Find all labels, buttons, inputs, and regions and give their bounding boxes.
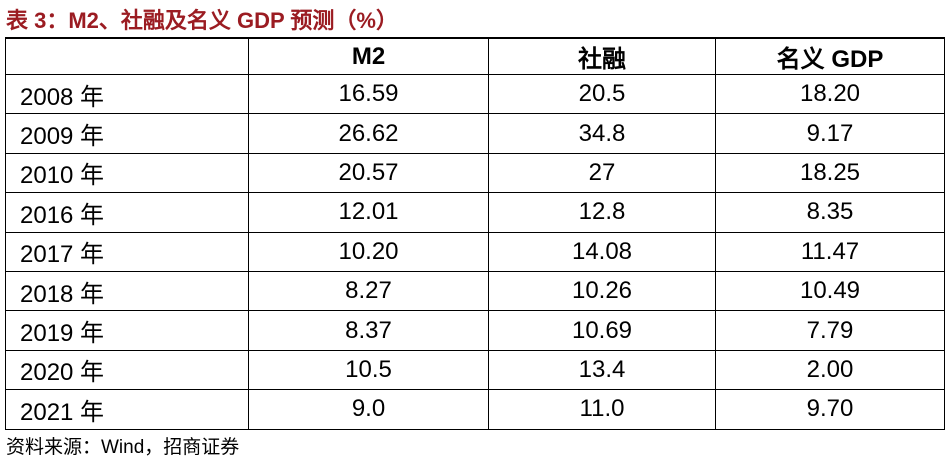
row-label: 2009 年 (5, 113, 249, 154)
table-row: 2018 年 8.27 10.26 10.49 (5, 270, 945, 312)
row-label: 2017 年 (5, 231, 249, 272)
row-label: 2019 年 (5, 310, 249, 351)
column-header: 名义 GDP (715, 37, 945, 75)
table-cell: 12.8 (488, 192, 716, 233)
table-cell: 10.26 (488, 270, 716, 312)
table-cell: 27 (488, 152, 716, 194)
table-cell: 9.70 (715, 389, 945, 430)
table-cell: 2.00 (715, 349, 945, 391)
table-cell: 10.5 (248, 349, 489, 391)
table-cell: 11.0 (488, 389, 716, 430)
row-label: 2020 年 (5, 349, 249, 391)
table-row: 2017 年 10.20 14.08 11.47 (5, 231, 945, 272)
table-cell: 18.20 (715, 73, 945, 115)
data-table: M2 社融 名义 GDP 2008 年 16.59 20.5 18.20 2009 年 26.6… (5, 37, 945, 430)
table-row: 2010 年 20.57 27 18.25 (5, 152, 945, 194)
table-cell: 9.17 (715, 113, 945, 154)
row-label: 2010 年 (5, 152, 249, 194)
table-cell: 9.0 (248, 389, 489, 430)
corner-cell (5, 37, 249, 75)
table-cell: 20.57 (248, 152, 489, 194)
table-row: 2020 年 10.5 13.4 2.00 (5, 349, 945, 391)
table-row: 2021 年 9.0 11.0 9.70 (5, 389, 945, 430)
table-cell: 20.5 (488, 73, 716, 115)
source-note: 资料来源：Wind，招商证券 (6, 437, 240, 458)
column-header: M2 (248, 37, 489, 75)
table-cell: 10.20 (248, 231, 489, 272)
table-cell: 13.4 (488, 349, 716, 391)
row-label: 2021 年 (5, 389, 249, 430)
table-cell: 18.25 (715, 152, 945, 194)
table-row: 2016 年 12.01 12.8 8.35 (5, 192, 945, 233)
table-cell: 10.49 (715, 270, 945, 312)
row-label: 2016 年 (5, 192, 249, 233)
table-title: 表 3：M2、社融及名义 GDP 预测（%） (6, 8, 398, 33)
header-row: M2 社融 名义 GDP (5, 37, 945, 75)
table-cell: 8.37 (248, 310, 489, 351)
table-row: 2008 年 16.59 20.5 18.20 (5, 73, 945, 115)
table-cell: 7.79 (715, 310, 945, 351)
table-cell: 8.35 (715, 192, 945, 233)
column-header: 社融 (488, 37, 716, 75)
table-row: 2019 年 8.37 10.69 7.79 (5, 310, 945, 351)
table-cell: 14.08 (488, 231, 716, 272)
row-label: 2018 年 (5, 270, 249, 312)
table-row: 2009 年 26.62 34.8 9.17 (5, 113, 945, 154)
table-cell: 16.59 (248, 73, 489, 115)
table-cell: 8.27 (248, 270, 489, 312)
table-cell: 11.47 (715, 231, 945, 272)
table-cell: 26.62 (248, 113, 489, 154)
table-cell: 34.8 (488, 113, 716, 154)
row-label: 2008 年 (5, 73, 249, 115)
table-cell: 10.69 (488, 310, 716, 351)
table-cell: 12.01 (248, 192, 489, 233)
